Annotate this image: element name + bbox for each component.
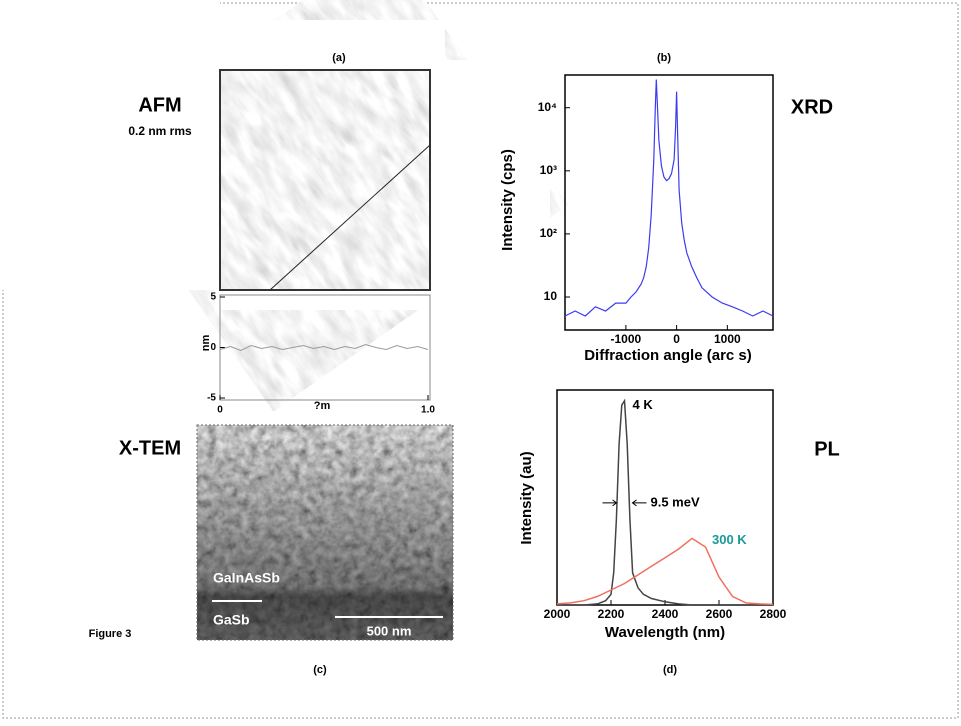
xrd-label: XRD [791,96,833,118]
panel-label: (c) [313,664,327,676]
pl-label: PL [814,438,840,460]
afm-image [0,0,569,412]
fwhm-arrows [602,499,647,507]
scale-bar-label: 500 nm [367,623,412,638]
y-axis-label: nm [200,335,212,352]
tem-image [196,424,454,641]
x-tick-label: 2400 [652,607,679,621]
x-axis-label: ?m [314,400,331,412]
data-line [219,343,429,352]
y-tick-label: 5 [210,292,216,303]
y-tick-label: 10 [544,289,558,303]
x-tick-label: -1000 [611,332,642,346]
y-axis-label: Intensity (au) [518,451,535,544]
x-tick-label: 2600 [706,607,733,621]
x-tick-label: 1.0 [421,405,435,416]
x-tick-label: 1000 [714,332,741,346]
panel-label: (a) [332,52,346,64]
y-tick-label: 10² [540,226,557,240]
y-tick-label: 10⁴ [538,100,557,114]
x-tick-label: 2800 [760,607,787,621]
afm-label: AFM [138,94,181,116]
series-label: 4 K [633,397,654,412]
x-axis-label: Wavelength (nm) [605,624,725,641]
series-label: 300 K [712,532,747,547]
data-line [557,398,773,606]
plot-frame [564,74,774,331]
panel-label: (d) [663,664,677,676]
x-axis-label: Diffraction angle (arc s) [584,347,752,364]
y-tick-label: 10³ [540,163,557,177]
figure-label: Figure 3 [89,628,132,640]
x-tick-label: 2200 [598,607,625,621]
data-line [564,79,774,317]
x-tick-label: 2000 [544,607,571,621]
layer-label: GaSb [213,612,250,628]
x-tick-label: 0 [673,332,680,346]
panel-label: (b) [657,52,671,64]
y-axis-label: Intensity (cps) [499,149,516,251]
x-tick-label: 0 [217,405,223,416]
data-line [556,537,774,606]
xtem-label: X-TEM [119,437,181,459]
afm-rms: 0.2 nm rms [128,124,192,138]
y-tick-label: -5 [207,393,216,404]
y-tick-label: 0 [210,342,216,353]
layer-label: GaInAsSb [213,570,280,586]
annotation: 9.5 meV [651,494,700,509]
